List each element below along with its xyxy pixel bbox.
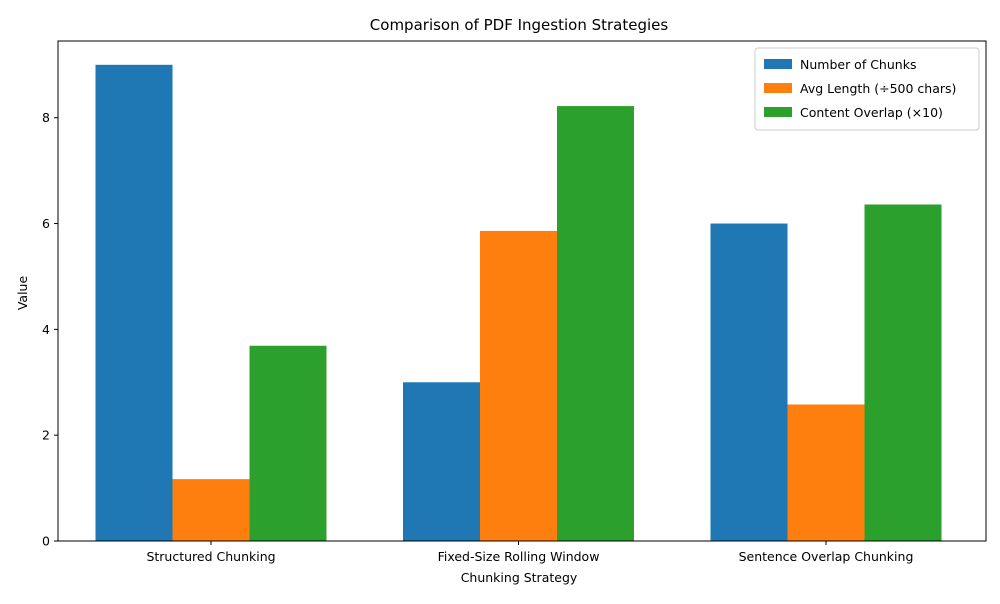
x-tick-label: Structured Chunking [146,549,275,564]
legend-swatch [764,107,792,117]
chart-title: Comparison of PDF Ingestion Strategies [370,16,669,34]
legend-label: Number of Chunks [800,57,916,72]
bar-number-of-chunks-2 [710,223,788,542]
bar-content-overlap-10-2 [864,204,942,542]
x-tick-label: Sentence Overlap Chunking [739,549,914,564]
x-tick-label: Fixed-Size Rolling Window [438,549,600,564]
bar-number-of-chunks-1 [403,382,480,541]
y-tick-label: 8 [42,110,50,125]
y-tick-label: 4 [42,322,50,337]
legend-swatch [764,83,792,93]
bars-layer [95,64,942,542]
legend-swatch [764,59,792,69]
bar-number-of-chunks-0 [95,64,173,541]
legend-box [754,47,980,131]
bar-content-overlap-10-1 [557,106,634,541]
y-tick-label: 6 [42,216,50,231]
legend: Number of Chunks Avg Length (÷500 chars) C… [754,47,980,131]
legend-label: Avg Length (÷500 chars) [800,81,956,96]
bar-avg-length-500-chars-0 [172,479,250,541]
plot-frame [57,40,987,542]
y-tick-label: 2 [42,428,50,443]
bar-avg-length-500-chars-1 [480,230,557,541]
bar-avg-length-500-chars-2 [787,404,865,541]
legend-label: Content Overlap (×10) [800,105,943,120]
x-axis-label: Chunking Strategy [461,570,578,585]
y-axis-label: Value [15,276,30,311]
y-tick-label: 0 [42,534,50,549]
axes-layer: 0 2 4 6 8 Structured Chunking Fixed-Size Rolli… [42,40,987,564]
bar-content-overlap-10-0 [249,345,327,541]
